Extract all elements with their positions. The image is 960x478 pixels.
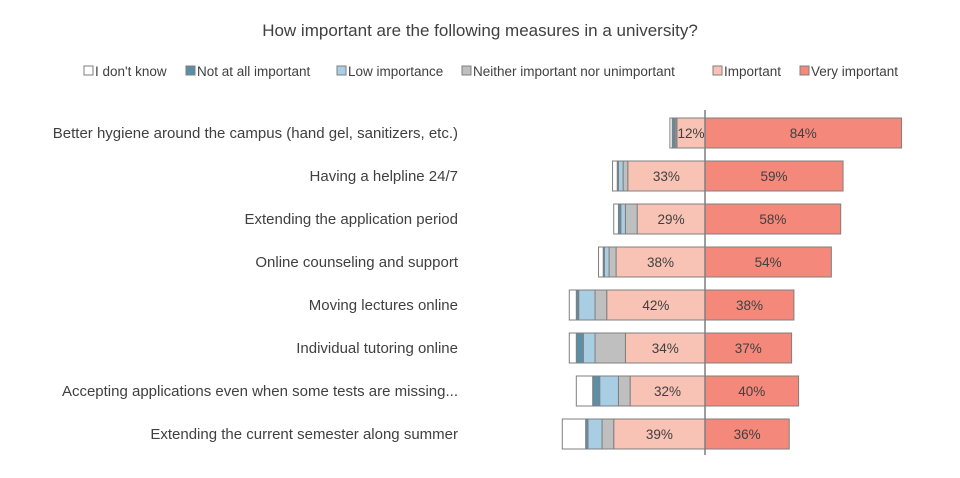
bar-neither-important-nor-unimportant — [617, 375, 631, 407]
data-label-important: 42% — [642, 298, 669, 313]
data-label-very-important: 40% — [738, 384, 765, 399]
data-label-very-important: 54% — [755, 255, 782, 270]
legend-swatch — [185, 65, 196, 76]
bar-i-don-t-know — [669, 117, 673, 149]
data-label-very-important: 84% — [790, 126, 817, 141]
bar-not-at-all-important — [575, 332, 584, 364]
bar-i-don-t-know — [598, 246, 604, 278]
legend-item-neither-important-nor-unimportant: Neither important nor unimportant — [461, 64, 675, 79]
bar-very-important — [704, 117, 903, 149]
bar-important — [676, 117, 706, 149]
category-label: Individual tutoring online — [296, 340, 458, 357]
data-label-important: 32% — [654, 384, 681, 399]
data-labels: 12% 84% 33% 59% 29% 58% 38% 54% 42% 38% 34% 37% 32% 4… — [642, 126, 816, 442]
category-label: Better hygiene around the campus (hand g… — [53, 125, 458, 142]
bar-row-3 — [613, 203, 842, 235]
bar-important — [606, 289, 706, 321]
bar-low-importance — [587, 418, 603, 450]
legend-item-not-at-all-important: Not at all important — [185, 64, 311, 79]
bar-important — [615, 246, 706, 278]
bar-low-importance — [599, 375, 619, 407]
data-label-very-important: 38% — [736, 298, 763, 313]
category-labels: Better hygiene around the campus (hand g… — [53, 125, 459, 443]
chart-title: How important are the following measures… — [262, 21, 698, 40]
bar-i-don-t-know — [575, 375, 594, 407]
data-label-very-important: 37% — [735, 341, 762, 356]
bar-low-importance — [582, 332, 596, 364]
category-label: Having a helpline 24/7 — [310, 168, 458, 185]
bar-low-importance — [620, 203, 626, 235]
bar-neither-important-nor-unimportant — [622, 160, 629, 192]
bar-row-6 — [568, 332, 793, 364]
bar-neither-important-nor-unimportant — [594, 332, 626, 364]
bar-i-don-t-know — [568, 332, 577, 364]
bar-neither-important-nor-unimportant — [624, 203, 638, 235]
legend-swatch — [83, 65, 94, 76]
data-label-important: 12% — [677, 126, 704, 141]
legend-item-very-important: Very important — [799, 64, 898, 79]
legend-label: Important — [724, 64, 781, 79]
legend-swatch — [336, 65, 347, 76]
legend-label: Neither important nor unimportant — [473, 64, 675, 79]
bar-neither-important-nor-unimportant — [594, 289, 608, 321]
bar-row-5 — [568, 289, 795, 321]
data-label-important: 38% — [647, 255, 674, 270]
bar-row-4 — [598, 246, 832, 278]
legend-swatch — [461, 65, 472, 76]
legend-item-important: Important — [712, 64, 781, 79]
bar-i-don-t-know — [568, 289, 577, 321]
bar-row-7 — [575, 375, 800, 407]
data-label-important: 39% — [646, 427, 673, 442]
bar-i-don-t-know — [613, 203, 619, 235]
legend-label: I don't know — [95, 64, 167, 79]
data-label-important: 29% — [658, 212, 685, 227]
bar-important — [613, 418, 706, 450]
bar-very-important — [704, 160, 844, 192]
category-label: Accepting applications even when some te… — [62, 383, 458, 400]
legend-item-i-don-t-know: I don't know — [83, 64, 167, 79]
bar-row-2 — [612, 160, 844, 192]
legend: I don't know Not at all important Low impo… — [83, 64, 898, 79]
bar-neither-important-nor-unimportant — [601, 418, 615, 450]
bar-row-8 — [561, 418, 790, 450]
category-label: Extending the current semester along sum… — [150, 426, 458, 443]
legend-label: Low importance — [348, 64, 443, 79]
bar-i-don-t-know — [561, 418, 587, 450]
category-label: Online counseling and support — [255, 254, 458, 271]
bar-low-importance — [578, 289, 596, 321]
bar-low-importance — [617, 160, 624, 192]
legend-swatch — [712, 65, 723, 76]
bars — [561, 117, 903, 450]
bar-very-important — [704, 418, 790, 450]
data-label-very-important: 36% — [734, 427, 761, 442]
data-label-important: 33% — [653, 169, 680, 184]
data-label-important: 34% — [652, 341, 679, 356]
bar-row-1 — [669, 117, 903, 149]
data-label-very-important: 59% — [761, 169, 788, 184]
bar-i-don-t-know — [612, 160, 618, 192]
bar-low-importance — [603, 246, 610, 278]
legend-label: Not at all important — [197, 64, 311, 79]
bar-neither-important-nor-unimportant — [608, 246, 617, 278]
bar-important — [624, 332, 706, 364]
category-label: Extending the application period — [245, 211, 459, 228]
legend-swatch — [799, 65, 810, 76]
category-label: Moving lectures online — [309, 297, 458, 314]
legend-label: Very important — [811, 64, 898, 79]
bar-not-at-all-important — [592, 375, 601, 407]
legend-item-low-importance: Low importance — [336, 64, 443, 79]
bar-very-important — [704, 332, 793, 364]
bar-very-important — [704, 246, 832, 278]
data-label-very-important: 58% — [759, 212, 786, 227]
